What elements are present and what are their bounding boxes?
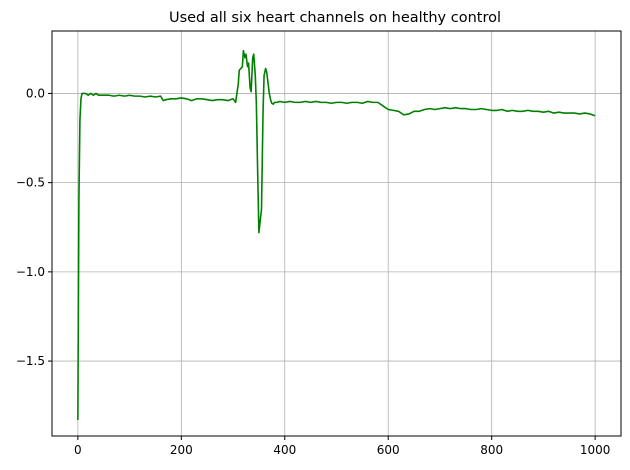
grid <box>52 31 621 436</box>
y-tick-label: −1.5 <box>16 354 45 368</box>
x-tick-label: 600 <box>377 443 400 457</box>
plot-frame <box>51 30 622 437</box>
y-tick-label: 0.0 <box>26 86 45 100</box>
x-tick-label: 400 <box>273 443 296 457</box>
y-axis-ticks: 0.0 −0.5 −1.0 −1.5 <box>16 86 52 368</box>
x-axis-ticks: 0 200 400 600 800 1000 <box>74 436 610 457</box>
series-line <box>77 49 596 420</box>
x-tick-label: 200 <box>170 443 193 457</box>
y-tick-label: −1.0 <box>16 265 45 279</box>
x-tick-label: 1000 <box>580 443 611 457</box>
series-layer <box>77 49 596 420</box>
x-tick-label: 0 <box>74 443 82 457</box>
x-tick-label: 800 <box>480 443 503 457</box>
y-tick-label: −0.5 <box>16 176 45 190</box>
chart-title: Used all six heart channels on healthy c… <box>169 10 501 26</box>
